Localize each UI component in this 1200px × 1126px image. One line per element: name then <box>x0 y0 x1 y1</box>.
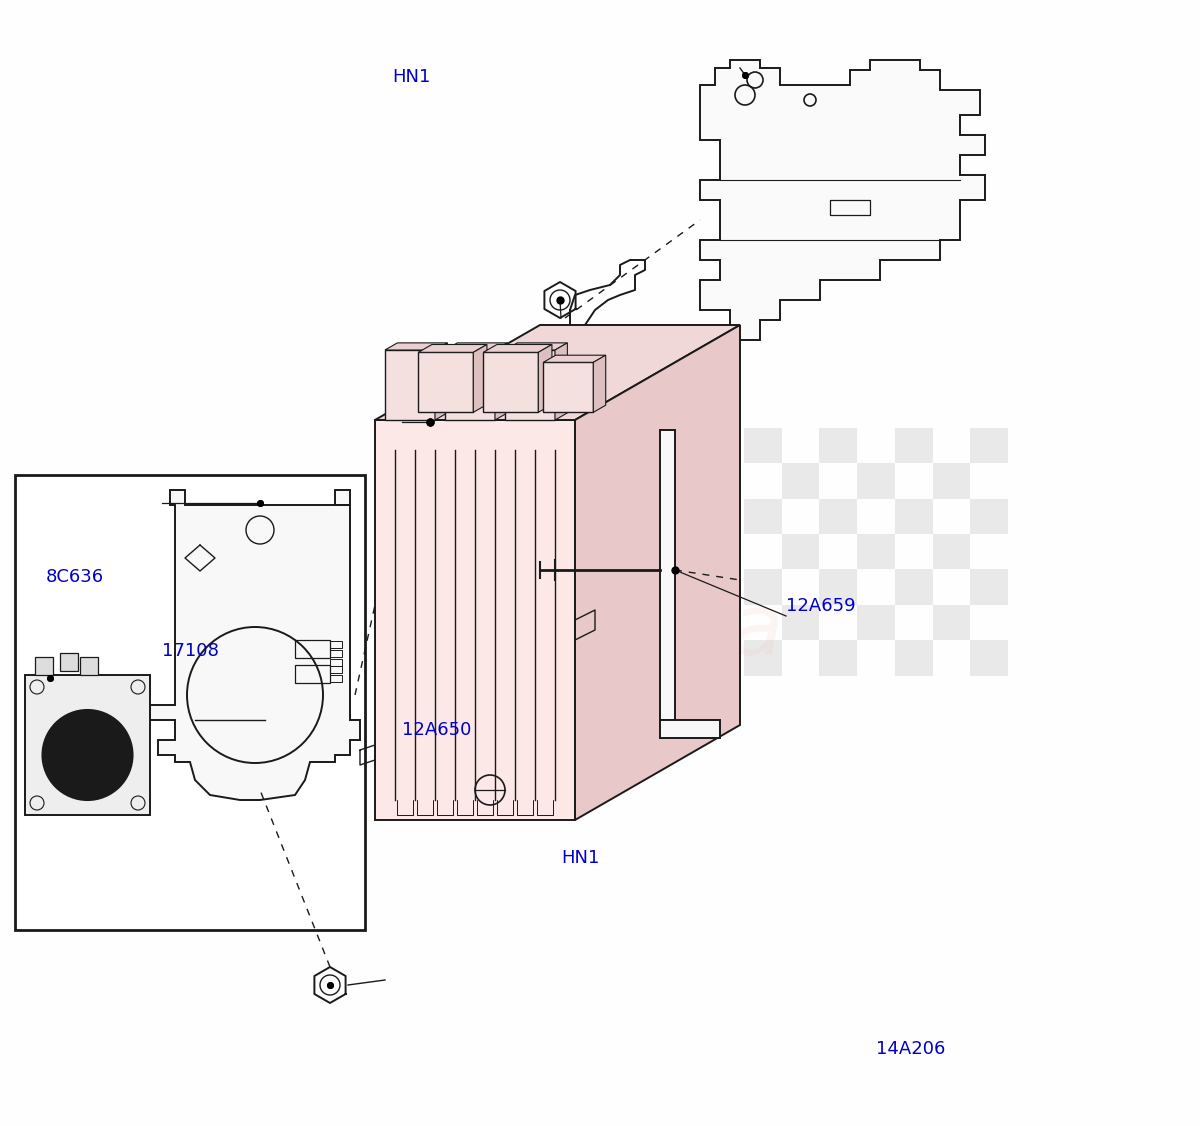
Bar <box>14 475 365 930</box>
Bar <box>895 428 932 463</box>
Bar <box>932 605 971 641</box>
Bar <box>781 534 820 570</box>
Bar <box>330 641 342 647</box>
Polygon shape <box>419 345 487 352</box>
Polygon shape <box>445 350 496 420</box>
Bar <box>295 665 330 683</box>
Text: scuderia: scuderia <box>416 589 784 672</box>
Polygon shape <box>505 343 568 350</box>
Bar <box>744 499 781 534</box>
Polygon shape <box>554 343 568 420</box>
Bar <box>781 605 820 641</box>
Polygon shape <box>374 325 740 420</box>
Bar <box>932 534 971 570</box>
Bar <box>857 605 895 641</box>
Polygon shape <box>700 60 985 340</box>
Bar <box>932 463 971 499</box>
Bar <box>330 674 342 682</box>
Text: 17108: 17108 <box>162 642 218 660</box>
Circle shape <box>42 711 132 799</box>
Polygon shape <box>150 490 360 799</box>
Bar <box>895 641 932 676</box>
Bar <box>895 570 932 605</box>
Text: 14A206: 14A206 <box>876 1040 946 1058</box>
Bar <box>80 656 98 674</box>
Polygon shape <box>660 430 674 720</box>
Bar <box>971 641 1008 676</box>
Text: 8C636: 8C636 <box>46 568 103 586</box>
Polygon shape <box>419 352 473 412</box>
Bar <box>744 570 781 605</box>
Polygon shape <box>505 350 554 420</box>
Bar <box>820 428 857 463</box>
Polygon shape <box>593 355 606 412</box>
Polygon shape <box>496 343 508 420</box>
Bar <box>25 674 150 815</box>
Polygon shape <box>544 363 593 412</box>
Bar <box>35 656 53 674</box>
Polygon shape <box>544 355 606 363</box>
Polygon shape <box>484 345 552 352</box>
Polygon shape <box>436 343 448 420</box>
Bar <box>374 420 575 820</box>
Text: 12A650: 12A650 <box>402 721 472 739</box>
Polygon shape <box>575 325 740 820</box>
Polygon shape <box>660 720 720 738</box>
Text: HN1: HN1 <box>392 68 431 86</box>
Bar <box>820 641 857 676</box>
Bar <box>971 428 1008 463</box>
Bar <box>820 499 857 534</box>
Bar <box>895 499 932 534</box>
Bar <box>820 570 857 605</box>
Bar <box>330 659 342 665</box>
Text: 12A659: 12A659 <box>786 597 856 615</box>
Bar <box>744 428 781 463</box>
Bar <box>971 499 1008 534</box>
Bar <box>781 463 820 499</box>
Bar <box>971 570 1008 605</box>
Bar <box>295 640 330 658</box>
Bar <box>857 463 895 499</box>
Polygon shape <box>539 345 552 412</box>
Bar <box>744 641 781 676</box>
Polygon shape <box>445 343 508 350</box>
Bar <box>330 650 342 656</box>
Bar <box>857 534 895 570</box>
Polygon shape <box>385 350 436 420</box>
Bar <box>60 653 78 671</box>
Polygon shape <box>385 343 448 350</box>
Text: car  parts: car parts <box>500 711 700 753</box>
Polygon shape <box>473 345 487 412</box>
Text: HN1: HN1 <box>562 849 600 867</box>
Bar <box>330 665 342 673</box>
Polygon shape <box>484 352 539 412</box>
